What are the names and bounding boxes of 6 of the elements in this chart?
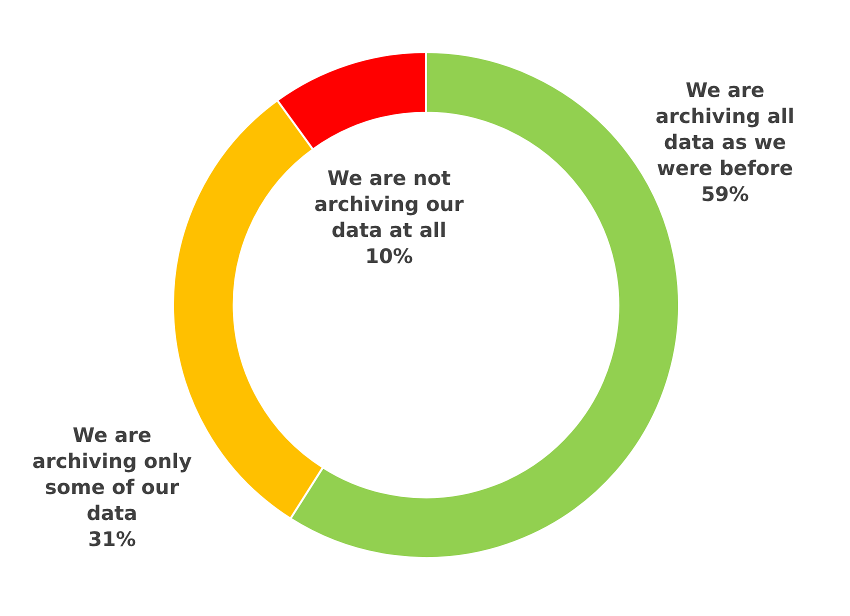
data-label: 10%	[365, 244, 413, 268]
slice-label: We are not archiving our data at all	[314, 166, 464, 242]
slice-label: We are archiving only some of our data	[32, 423, 192, 526]
data-label: 31%	[88, 527, 136, 552]
slice-label: We are archiving all data as we were before	[656, 78, 794, 180]
data-label: 59%	[701, 182, 749, 206]
